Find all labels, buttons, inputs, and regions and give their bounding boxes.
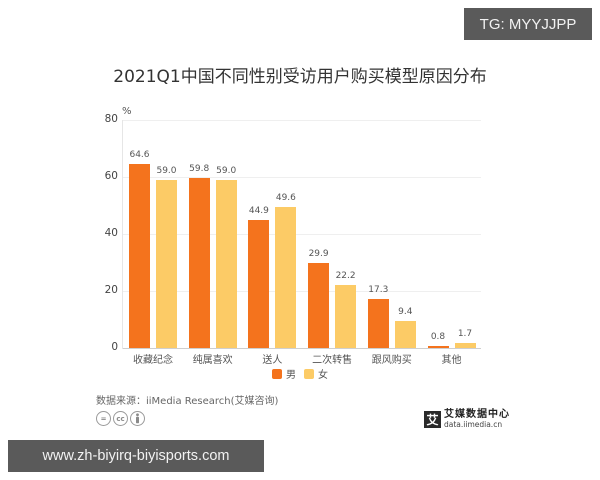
brand-logo-icon: 艾 [424, 410, 441, 428]
legend-swatch-female [304, 368, 314, 379]
y-tick-label: 0 [111, 341, 118, 353]
legend-item-male: 男 [272, 366, 296, 381]
x-category-label: 收藏纪念 [133, 355, 173, 366]
attribution-icon [130, 411, 145, 426]
bar-male [248, 220, 270, 348]
bar-value-label: 1.7 [457, 329, 473, 340]
gridline [123, 177, 481, 178]
y-axis-unit: % [122, 106, 132, 117]
y-axis-line [122, 120, 123, 349]
chart-title: 2021Q1中国不同性别受访用户购买模型原因分布 [113, 67, 487, 87]
bar-male [188, 177, 210, 348]
creative-commons-icon: cc [113, 411, 128, 426]
bar-female [215, 179, 237, 348]
y-tick-label: 60 [104, 170, 118, 182]
bar-value-label: 59.0 [216, 165, 237, 176]
legend-item-female: 女 [304, 366, 328, 381]
x-category-label: 送人 [262, 355, 283, 366]
data-source: 数据来源：iiMedia Research(艾媒咨询) [96, 396, 279, 407]
gridline [123, 234, 481, 235]
legend-label-male: 男 [286, 370, 296, 381]
y-tick-label: 80 [104, 113, 118, 125]
bar-value-label: 22.2 [335, 270, 356, 281]
legend-swatch-male [272, 368, 282, 379]
y-tick-label: 40 [104, 227, 118, 239]
bar-male [129, 163, 150, 348]
brand-logo-block: 艾 艾媒数据中心 data.iimedia.cn [424, 410, 510, 429]
x-category-label: 其他 [441, 355, 462, 366]
legend: 男 女 [272, 366, 336, 381]
watermark-bottom: www.zh-biyirq-biyisports.com [8, 440, 264, 472]
bar-value-label: 64.6 [129, 149, 150, 160]
bar-female [454, 343, 476, 348]
license-icons: = cc [96, 411, 147, 426]
no-derivatives-icon: = [96, 411, 111, 426]
x-category-label: 纯属喜欢 [192, 355, 233, 366]
bar-value-label: 59.0 [156, 165, 177, 176]
legend-label-female: 女 [318, 370, 328, 381]
bar-value-label: 17.3 [368, 284, 389, 295]
x-axis-line [123, 348, 481, 349]
bar-value-label: 44.9 [248, 206, 269, 217]
bar-value-label: 49.6 [275, 192, 296, 203]
bar-female [156, 179, 177, 348]
gridline [123, 120, 481, 121]
bar-value-label: 29.9 [308, 248, 329, 259]
bar-value-label: 9.4 [398, 307, 413, 318]
watermark-top: TG: MYYJJPP [464, 8, 592, 40]
bar-male [427, 345, 449, 348]
x-category-label: 跟风购买 [371, 355, 412, 366]
bar-male [308, 262, 330, 348]
bar-male [367, 298, 389, 348]
x-category-label: 二次转售 [312, 355, 353, 366]
gridline [123, 291, 481, 292]
bar-value-label: 59.8 [189, 163, 210, 174]
bar-female [394, 321, 416, 348]
brand-url: data.iimedia.cn [444, 420, 503, 429]
bar-female [335, 284, 357, 348]
bar-value-label: 0.8 [430, 331, 446, 342]
y-tick-label: 20 [104, 284, 118, 296]
brand-name: 艾媒数据中心 [444, 409, 510, 420]
bar-female [275, 206, 297, 348]
